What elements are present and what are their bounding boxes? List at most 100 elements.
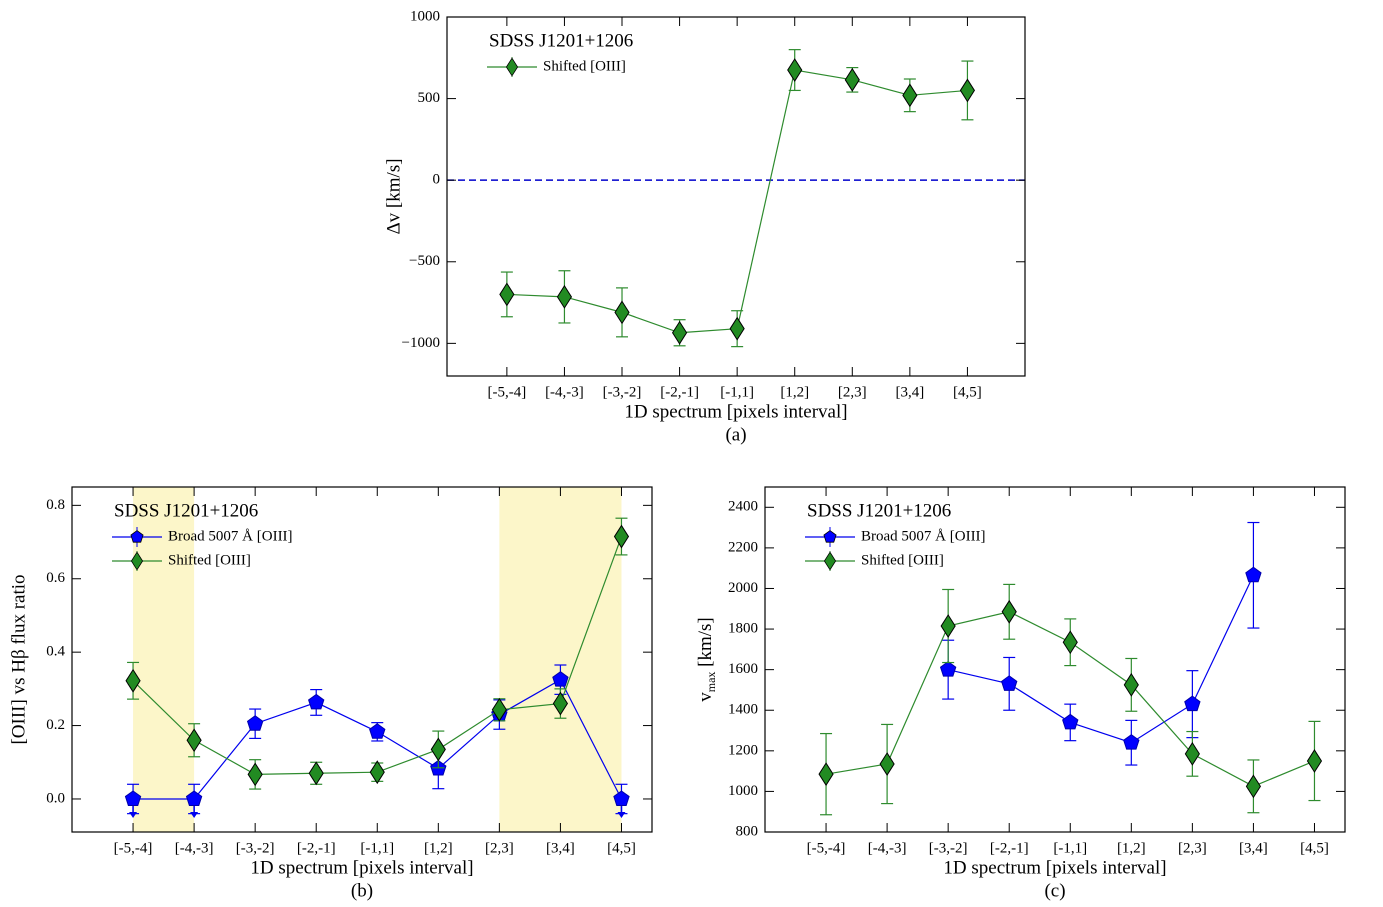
marker xyxy=(959,78,976,103)
marker xyxy=(844,67,860,92)
x-tick-label: [3,4] xyxy=(1239,840,1268,856)
marker xyxy=(1306,749,1323,773)
marker xyxy=(1123,672,1139,697)
x-tick-label: [4,5] xyxy=(953,384,982,400)
marker xyxy=(430,737,446,762)
marker xyxy=(613,790,630,806)
x-tick-label: [4,5] xyxy=(1300,840,1329,856)
x-tick-label: [3,4] xyxy=(895,384,924,400)
marker xyxy=(818,762,834,787)
chart: −1000 −500 0 500 1000 [-5,-4] [-4,-3] [-3,-2] [-… xyxy=(383,8,1026,445)
marker xyxy=(902,83,918,108)
legend-marker xyxy=(823,530,837,543)
upper-limit-head xyxy=(617,811,626,818)
x-tick-label: [-3,-2] xyxy=(929,840,968,856)
y-tick-label: 2000 xyxy=(728,580,758,596)
shaded-region xyxy=(499,487,622,832)
caption: (b) xyxy=(351,880,373,901)
marker xyxy=(552,691,569,716)
y-tick-label: 2200 xyxy=(728,539,758,555)
x-tick-label: [-4,-3] xyxy=(175,840,214,856)
marker xyxy=(247,762,263,787)
y-tick-label: 800 xyxy=(736,823,759,839)
upper-limit-head xyxy=(190,811,199,818)
caption: (c) xyxy=(1044,880,1065,901)
y-tick-label: 0.0 xyxy=(46,790,65,806)
marker xyxy=(308,761,324,786)
y-tick-label: 0.2 xyxy=(46,717,65,733)
x-tick-label: [2,3] xyxy=(1178,840,1207,856)
annotation: SDSS J1201+1206 xyxy=(489,30,633,51)
legend-label: Shifted [OIII] xyxy=(168,552,251,568)
plot-frame xyxy=(764,486,1346,833)
series-line xyxy=(948,575,1254,744)
marker xyxy=(369,723,386,739)
annotation: SDSS J1201+1206 xyxy=(114,500,258,521)
marker xyxy=(186,728,202,753)
marker xyxy=(491,697,507,722)
x-tick-label: [-4,-3] xyxy=(545,384,584,400)
marker xyxy=(499,282,515,307)
x-tick-label: [-1,1] xyxy=(720,384,754,400)
x-tick-label: [1,2] xyxy=(1117,840,1146,856)
series-line xyxy=(506,69,968,334)
legend-marker xyxy=(823,551,837,571)
plot-frame xyxy=(446,16,1026,377)
x-axis-label: 1D spectrum [pixels interval] xyxy=(943,857,1166,878)
marker xyxy=(246,715,264,731)
marker xyxy=(1062,713,1079,730)
x-tick-label: [-1,1] xyxy=(1053,840,1087,856)
x-axis-label: 1D spectrum [pixels interval] xyxy=(624,401,847,422)
shaded-region xyxy=(133,487,195,832)
x-tick-label: [-2,-1] xyxy=(990,840,1029,856)
x-tick-label: [-3,-2] xyxy=(236,840,275,856)
plot-frame xyxy=(71,486,653,833)
x-tick-label: [-5,-4] xyxy=(488,384,527,400)
y-axis-label: vmax [km/s] xyxy=(695,617,717,702)
x-tick-label: [1,2] xyxy=(780,384,809,400)
marker xyxy=(879,752,895,776)
y-tick-label: 1000 xyxy=(728,783,758,799)
x-axis-label: 1D spectrum [pixels interval] xyxy=(250,857,473,878)
marker xyxy=(1062,630,1078,655)
legend-label: Shifted [OIII] xyxy=(861,552,944,568)
marker xyxy=(940,614,956,638)
marker xyxy=(1001,599,1017,624)
y-tick-label: 0.8 xyxy=(46,497,65,513)
x-tick-label: [2,3] xyxy=(485,840,514,856)
marker xyxy=(939,661,957,677)
marker xyxy=(1184,741,1200,766)
legend-marker xyxy=(130,530,144,543)
y-tick-label: 2400 xyxy=(728,499,758,515)
y-tick-label: 1600 xyxy=(728,661,758,677)
y-axis-label-main: v xyxy=(695,692,716,702)
marker xyxy=(1245,566,1262,583)
x-tick-label: [-4,-3] xyxy=(868,840,907,856)
y-tick-label: 500 xyxy=(418,90,441,106)
marker xyxy=(1123,734,1140,750)
y-axis-label-sub: max xyxy=(704,672,718,693)
marker xyxy=(556,284,573,309)
y-tick-label: −1000 xyxy=(402,335,440,351)
x-tick-label: [2,3] xyxy=(838,384,867,400)
marker xyxy=(729,316,745,341)
marker xyxy=(1184,695,1201,712)
marker xyxy=(369,760,385,785)
legend-label: Broad 5007 Å [OIII] xyxy=(168,528,293,544)
legend-label: Shifted [OIII] xyxy=(543,58,626,74)
x-tick-label: [-1,1] xyxy=(360,840,394,856)
marker xyxy=(671,320,688,345)
y-tick-label: 1200 xyxy=(728,742,758,758)
y-tick-label: 0.4 xyxy=(46,644,65,660)
chart: 0.0 0.2 0.4 0.6 0.8 [-5,-4] [-4,-3] [-3,-2] [-2,… xyxy=(8,486,653,901)
x-tick-label: [-2,-1] xyxy=(297,840,336,856)
marker xyxy=(125,668,141,693)
upper-limit-head xyxy=(129,811,138,818)
marker xyxy=(1245,774,1262,799)
marker xyxy=(614,300,630,325)
x-tick-label: [1,2] xyxy=(424,840,453,856)
x-tick-label: [4,5] xyxy=(607,840,636,856)
x-tick-label: [-5,-4] xyxy=(807,840,846,856)
marker xyxy=(552,671,569,687)
y-axis-label-rest: [km/s] xyxy=(695,617,716,671)
